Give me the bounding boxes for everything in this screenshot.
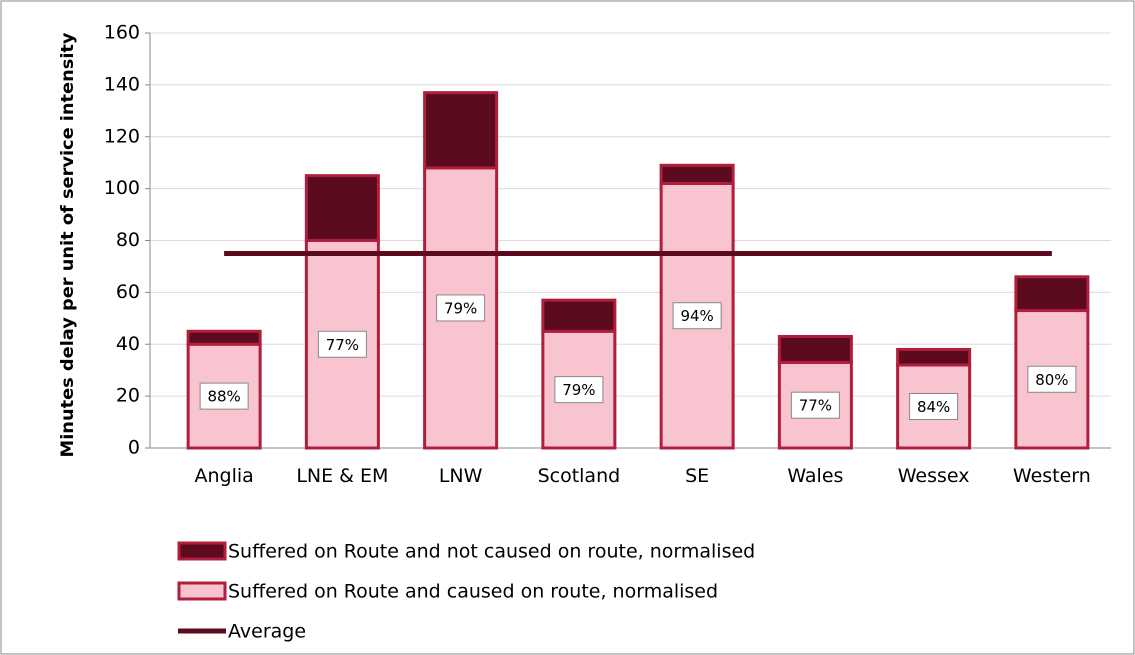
label-box — [317, 330, 367, 358]
x-tick-label: Anglia — [194, 465, 254, 487]
y-tick-label: 40 — [116, 333, 140, 355]
label-box — [672, 302, 722, 330]
legend-label: Suffered on Route and caused on route, n… — [228, 581, 718, 603]
y-tick-label: 120 — [104, 125, 140, 147]
y-tick-label: 100 — [104, 177, 140, 199]
y-tick-label: 0 — [128, 437, 140, 459]
x-tick-label: Western — [1012, 465, 1091, 487]
x-tick-label: LNE & EM — [296, 465, 389, 487]
x-tick-label: Wessex — [897, 465, 970, 487]
label-box — [1027, 365, 1077, 393]
segment-label: 88% — [207, 388, 240, 406]
x-tick-label: LNW — [438, 465, 483, 487]
bar-segment — [777, 334, 853, 364]
segment-label: 79% — [444, 299, 477, 317]
label-box — [790, 391, 840, 419]
bar-segment — [659, 163, 735, 185]
segment-label: 79% — [562, 381, 595, 399]
segment-label: 84% — [917, 398, 950, 416]
segment-label: 80% — [1035, 371, 1068, 389]
x-tick-label: SE — [685, 465, 710, 487]
legend-swatch — [177, 541, 227, 561]
legend-label: Suffered on Route and not caused on rout… — [228, 541, 755, 563]
segment-label: 77% — [326, 336, 359, 354]
y-tick-label: 160 — [104, 22, 140, 44]
label-box — [436, 294, 486, 322]
bar-segment — [423, 91, 499, 170]
bar-segment — [896, 347, 972, 367]
y-tick-label: 20 — [116, 385, 140, 407]
bar-segment — [304, 174, 380, 242]
bar-segment — [186, 329, 262, 346]
y-tick-label: 60 — [116, 281, 140, 303]
bar-segment — [541, 298, 617, 333]
legend-label: Average — [228, 621, 306, 643]
label-box — [554, 376, 604, 404]
label-box — [909, 393, 959, 420]
x-tick-label: Scotland — [537, 465, 621, 487]
legend-swatch — [177, 581, 227, 601]
segment-label: 77% — [799, 397, 832, 415]
segment-label: 94% — [680, 307, 713, 325]
x-tick-label: Wales — [787, 465, 844, 487]
y-tick-label: 140 — [104, 73, 140, 95]
y-axis-title: Minutes delay per unit of service intens… — [58, 33, 78, 458]
label-box — [199, 382, 249, 410]
y-tick-label: 80 — [116, 229, 140, 251]
bar-segment — [1014, 275, 1090, 313]
